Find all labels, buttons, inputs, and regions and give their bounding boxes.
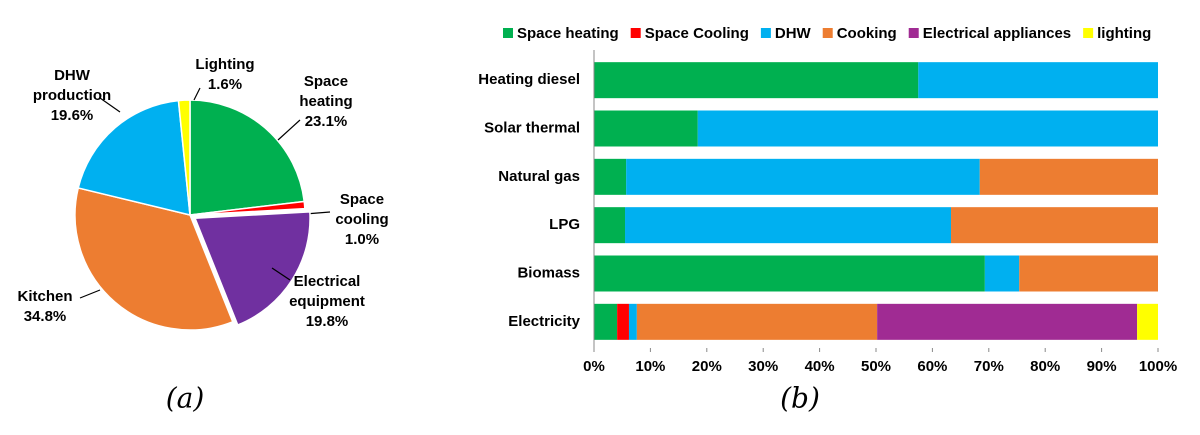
x-tick-label: 80% [1030, 358, 1060, 375]
y-tick-label: LPG [549, 216, 580, 233]
pie-slice [77, 99, 191, 216]
bar-segment [697, 110, 1158, 147]
slice-label: Kitchen 34.8% [0, 287, 90, 327]
slice-name: Space cooling [335, 191, 389, 228]
slice-label: Electrical equipment 19.8% [272, 272, 382, 332]
slice-value: 34.8% [23, 308, 67, 325]
bar-segment [918, 62, 1158, 99]
bar-segment [594, 303, 618, 340]
bar-segment [984, 255, 1020, 292]
slice-value: 1.0% [344, 231, 380, 248]
x-tick-label: 90% [1087, 358, 1117, 375]
legend-swatch [760, 28, 771, 38]
bar-segment [594, 62, 919, 99]
bar-segment [1137, 303, 1158, 340]
leader-line [193, 87, 201, 101]
leader-line [277, 119, 301, 141]
y-tick-label: Solar thermal [484, 119, 580, 136]
x-tick-label: 10% [635, 358, 665, 375]
legend-label: lighting [1097, 25, 1151, 42]
x-tick-label: 70% [974, 358, 1004, 375]
pie-slice [189, 99, 306, 216]
slice-label: Space heating 23.1% [286, 72, 366, 132]
legend-label: Cooking [837, 25, 897, 42]
x-tick-label: 30% [748, 358, 778, 375]
slice-label: Lighting 1.6% [180, 55, 270, 95]
legend-label: Space Cooling [645, 25, 749, 42]
bar-segment [628, 303, 637, 340]
slice-label: Space cooling 1.0% [322, 190, 402, 250]
caption: (a) [166, 382, 205, 415]
legend-label: Electrical appliances [923, 25, 1071, 42]
slice-name: DHW production [32, 67, 112, 104]
bar-segment [1019, 255, 1158, 292]
slice-label: DHW production 19.6% [22, 66, 122, 126]
slice-name: Kitchen [17, 288, 73, 305]
leader-line [99, 97, 121, 113]
x-tick-label: 0% [583, 358, 605, 375]
pie-slice [177, 99, 191, 216]
bar-segment [594, 207, 626, 244]
pie-slice [74, 187, 234, 331]
slice-name: Lighting [195, 56, 255, 73]
legend-swatch [908, 28, 919, 38]
x-tick-label: 50% [861, 358, 891, 375]
bar-segment [951, 207, 1158, 244]
y-tick-label: Biomass [517, 264, 580, 281]
legend-label: Space heating [517, 25, 619, 42]
pie-slice [193, 211, 311, 326]
bar-segment [594, 255, 985, 292]
x-tick-label: 100% [1139, 358, 1177, 375]
y-tick-label: Natural gas [498, 168, 580, 185]
legend-swatch [822, 28, 833, 38]
legend-swatch [630, 28, 641, 38]
x-tick-label: 40% [805, 358, 835, 375]
slice-name: Electrical equipment [289, 273, 365, 310]
slice-value: 23.1% [304, 113, 348, 130]
pie-slice [189, 200, 306, 216]
bar-segment [877, 303, 1138, 340]
leader-line [79, 289, 101, 299]
x-tick-label: 60% [917, 358, 947, 375]
bar-segment [617, 303, 629, 340]
slice-name: Space heating [299, 73, 353, 110]
legend-swatch [1083, 28, 1094, 38]
bar-segment [636, 303, 878, 340]
slice-value: 19.8% [305, 313, 349, 330]
legend-label: DHW [775, 25, 812, 42]
bar-segment [625, 207, 952, 244]
bar-segment [626, 158, 980, 195]
caption: (b) [780, 382, 820, 415]
legend-swatch [503, 28, 513, 38]
slice-value: 1.6% [207, 76, 243, 93]
leader-line [271, 267, 291, 281]
bar-segment [594, 158, 627, 195]
bar-segment [594, 110, 698, 147]
y-tick-label: Heating diesel [478, 71, 580, 88]
y-tick-label: Electricity [508, 313, 580, 330]
bar-segment [979, 158, 1158, 195]
slice-value: 19.6% [50, 107, 94, 124]
x-tick-label: 20% [692, 358, 722, 375]
